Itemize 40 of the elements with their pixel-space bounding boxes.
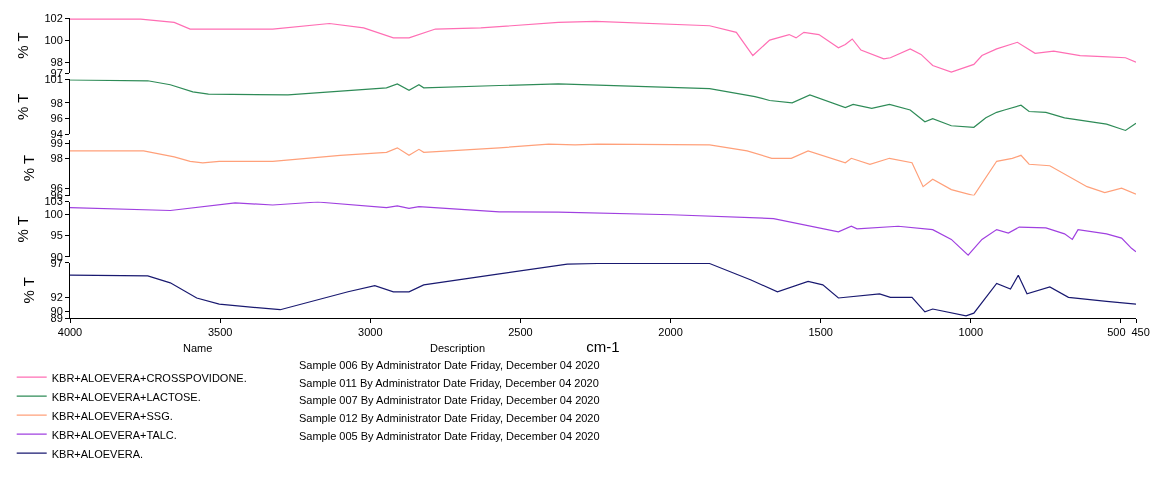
- y-axis-title: % T: [19, 277, 37, 304]
- y-axis-title: % T: [13, 216, 31, 243]
- y-tick-label: 100: [44, 208, 63, 221]
- y-tick-label: 96: [50, 112, 63, 125]
- y-axis-title: % T: [19, 154, 37, 182]
- text: Name: [183, 342, 213, 354]
- x-axis-title: cm-1: [586, 338, 620, 356]
- y-tick-label: 98: [50, 96, 63, 109]
- legend-label: KBR+ALOEVERA+LACTOSE.: [51, 390, 201, 403]
- legend-label: KBR+ALOEVERA+CROSSPOVIDONE.: [51, 371, 247, 384]
- line-series: [70, 143, 1136, 196]
- x-tick-label: 4000: [57, 326, 83, 339]
- y-tick-label: 102: [44, 11, 63, 24]
- text: Sample 011 By Administrator Date Friday, December 04 2020: [299, 377, 599, 389]
- y-tick-label: 98: [50, 152, 63, 165]
- line-series: [70, 18, 1136, 73]
- text: Sample 005 By Administrator Date Friday, December 04 2020: [299, 430, 600, 442]
- legend-label: KBR+ALOEVERA+SSG.: [51, 409, 173, 422]
- x-tick-label: 3000: [358, 326, 383, 339]
- x-tick-label: 1500: [808, 326, 833, 339]
- y-tick-label: 92: [50, 291, 63, 304]
- y-tick-label: 98: [50, 56, 63, 69]
- text: Sample 012 By Administrator Date Friday, December 04 2020: [299, 412, 600, 424]
- line-series: [70, 201, 1136, 256]
- y-tick-label: 95: [50, 229, 63, 242]
- x-tick-label: 450: [1131, 326, 1150, 339]
- y-axis-title: % T: [13, 32, 31, 59]
- line-series: [70, 79, 1136, 132]
- legend-label: KBR+ALOEVERA+TALC.: [51, 428, 177, 441]
- y-axis-title: % T: [13, 93, 31, 120]
- text: Sample 007 By Administrator Date Friday, December 04 2020: [299, 394, 600, 406]
- x-tick-label: 500: [1107, 326, 1126, 339]
- text: Sample 006 By Administrator Date Friday, December 04 2020: [299, 359, 600, 371]
- x-tick-label: 1000: [958, 326, 984, 339]
- x-tick-label: 3500: [207, 326, 233, 339]
- y-tick-label: 100: [44, 33, 63, 46]
- legend-label: KBR+ALOEVERA.: [51, 447, 144, 460]
- text: Description: [430, 342, 486, 354]
- x-tick-label: 2000: [658, 326, 683, 339]
- x-tick-label: 2500: [508, 326, 533, 339]
